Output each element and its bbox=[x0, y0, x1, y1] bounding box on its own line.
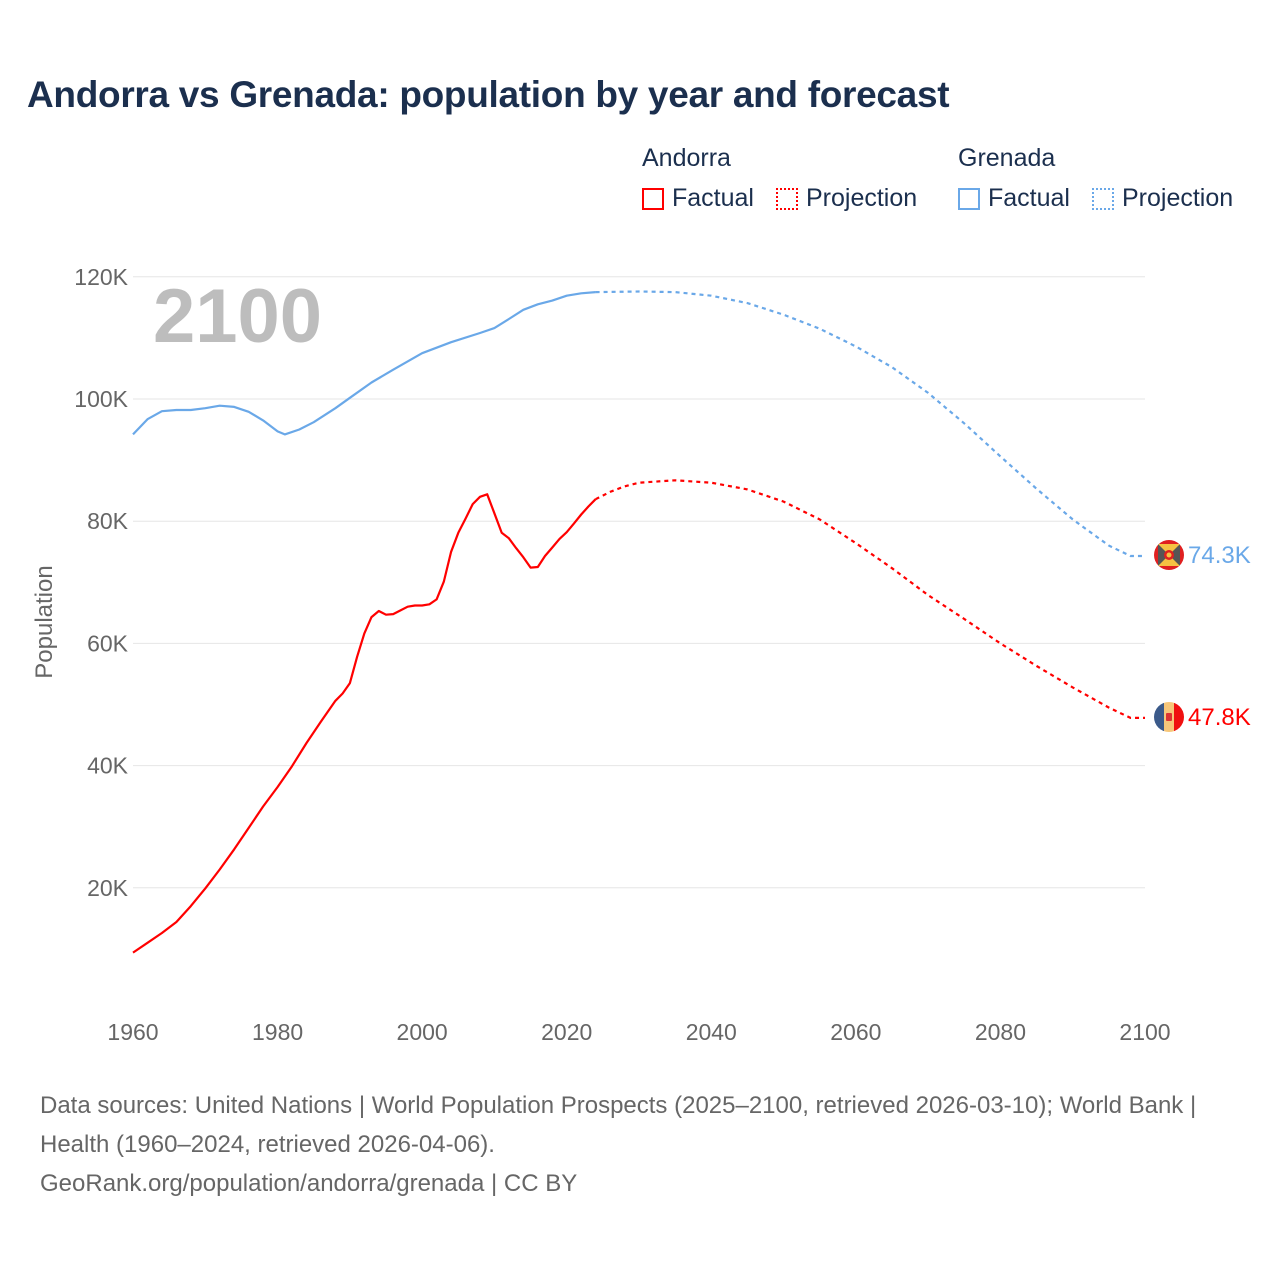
y-tick-label: 80K bbox=[87, 508, 129, 534]
grenada-projection-line bbox=[595, 290, 1145, 558]
legend-label: Projection bbox=[806, 184, 918, 212]
data-sources: Data sources: United Nations | World Pop… bbox=[40, 1092, 1197, 1158]
x-tick-label: 1960 bbox=[107, 1019, 158, 1045]
andorra-factual-line bbox=[132, 493, 597, 954]
gridlines bbox=[133, 276, 1145, 889]
grenada-flag-icon bbox=[1154, 540, 1184, 570]
legend-swatch-solid-icon bbox=[958, 187, 980, 210]
chart-title: Andorra vs Grenada: population by year a… bbox=[27, 74, 950, 115]
footer: Data sources: United Nations | World Pop… bbox=[40, 1086, 1240, 1203]
grenada-end-label: 74.3K bbox=[1188, 542, 1251, 569]
legend-grenada-factual[interactable]: Factual bbox=[958, 184, 1070, 213]
y-tick-label: 60K bbox=[87, 630, 129, 656]
x-tick-label: 2000 bbox=[397, 1019, 448, 1045]
legend-swatch-solid-icon bbox=[642, 187, 664, 210]
x-tick-label: 2080 bbox=[975, 1019, 1026, 1045]
x-tick-label: 2040 bbox=[686, 1019, 737, 1045]
legend-swatch-dotted-icon bbox=[1092, 187, 1114, 210]
x-tick-label: 1980 bbox=[252, 1019, 303, 1045]
legend-andorra-projection[interactable]: Projection bbox=[776, 184, 917, 213]
y-axis-ticks: 20K 40K 60K 80K 100K 120K bbox=[74, 264, 128, 901]
andorra-end-label: 47.8K bbox=[1188, 704, 1251, 731]
year-watermark: 2100 bbox=[153, 274, 322, 359]
y-tick-label: 40K bbox=[87, 753, 129, 779]
legend-andorra-factual[interactable]: Factual bbox=[642, 184, 754, 213]
y-tick-label: 120K bbox=[74, 264, 128, 290]
x-tick-label: 2020 bbox=[541, 1019, 592, 1045]
legend-label: Projection bbox=[1122, 184, 1234, 212]
credit-link[interactable]: GeoRank.org/population/andorra/grenada |… bbox=[40, 1170, 578, 1197]
legend-label: Factual bbox=[988, 184, 1070, 212]
legend-title-andorra: Andorra bbox=[642, 144, 731, 172]
legend-swatch-dotted-icon bbox=[776, 187, 798, 210]
legend-title-grenada: Grenada bbox=[958, 144, 1056, 172]
andorra-projection-line bbox=[595, 479, 1145, 719]
x-axis-ticks: 1960 1980 2000 2020 2040 2060 2080 2100 bbox=[107, 1019, 1170, 1045]
y-tick-label: 100K bbox=[74, 386, 128, 412]
y-axis-label: Population bbox=[31, 565, 58, 678]
grenada-factual-line bbox=[132, 291, 596, 436]
x-tick-label: 2060 bbox=[830, 1019, 881, 1045]
series-lines bbox=[132, 290, 1145, 954]
legend-grenada-projection[interactable]: Projection bbox=[1092, 184, 1233, 213]
andorra-flag-icon bbox=[1154, 702, 1184, 732]
x-tick-label: 2100 bbox=[1119, 1019, 1170, 1045]
legend-label: Factual bbox=[672, 184, 754, 212]
y-tick-label: 20K bbox=[87, 875, 129, 901]
